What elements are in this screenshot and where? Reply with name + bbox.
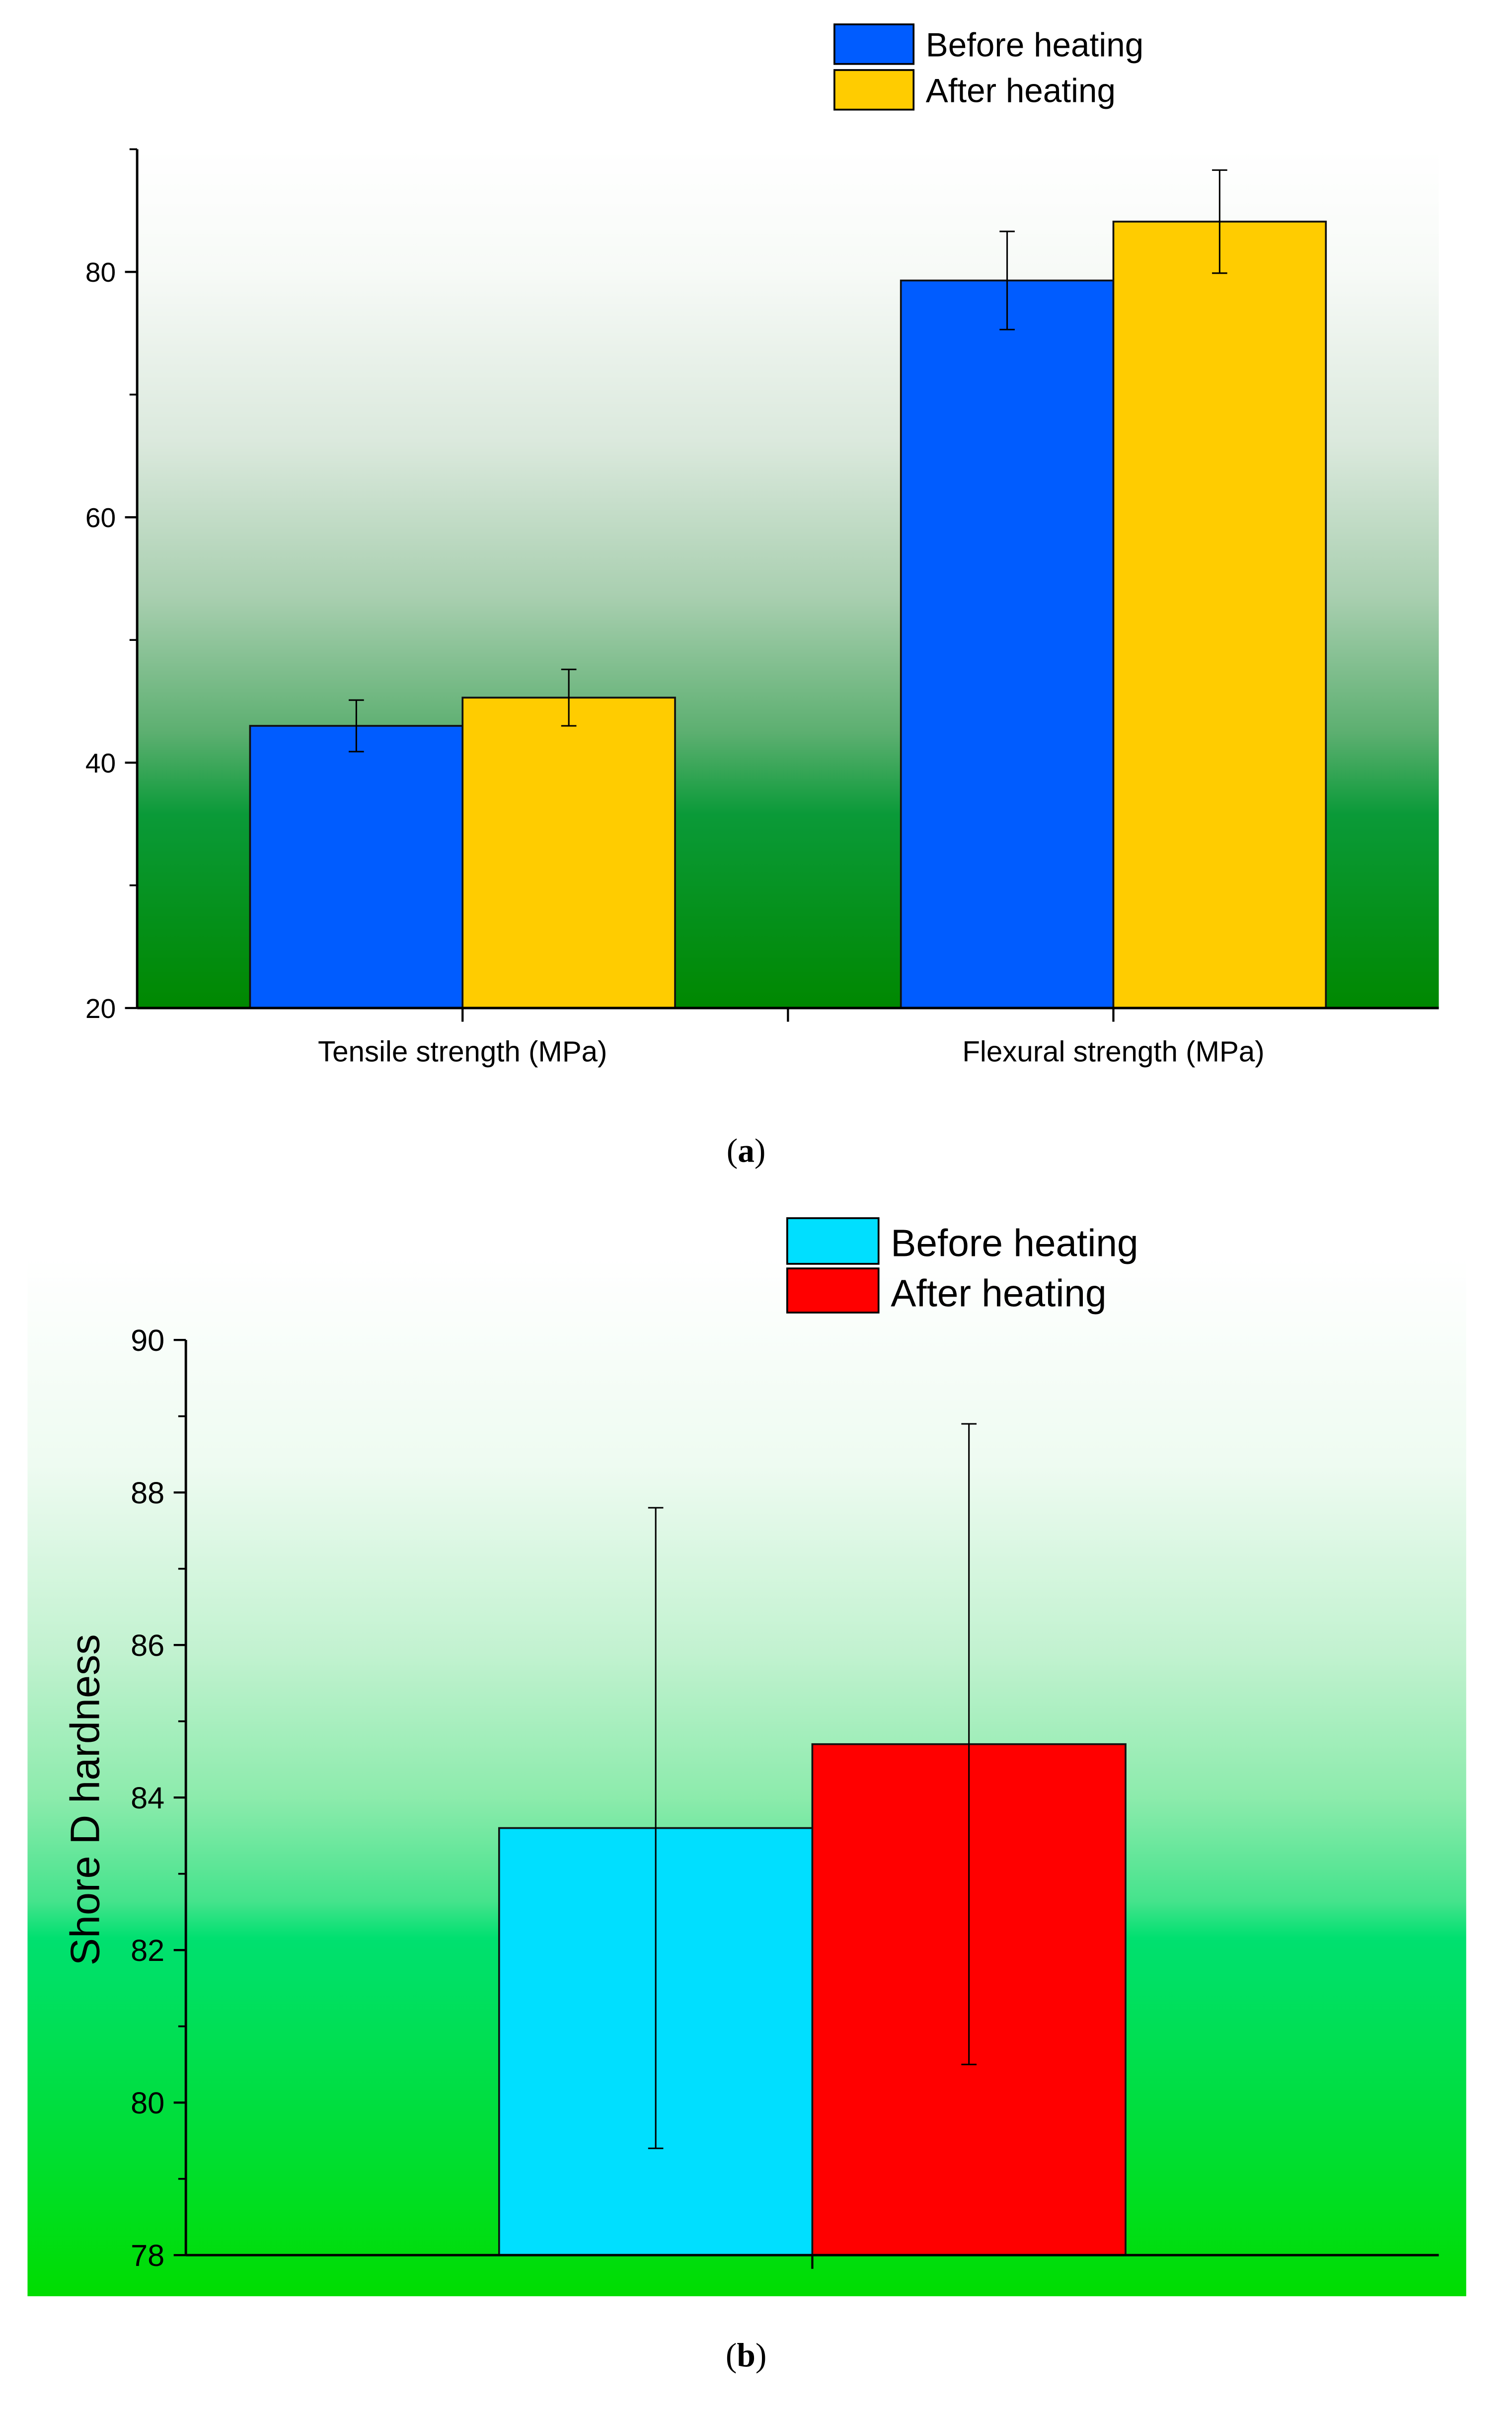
legend-item: Before heating — [833, 23, 1143, 65]
y-tick-label: 84 — [131, 1781, 164, 1815]
legend: Before heating After heating — [833, 23, 1143, 111]
legend-swatch — [833, 69, 915, 111]
panel-b: 78 80 82 84 86 88 90 Before heating After heat… — [27, 1217, 1466, 2374]
legend-label: Before heating — [891, 1223, 1138, 1265]
y-tick-label: 90 — [131, 1324, 164, 1357]
legend-swatch — [833, 23, 915, 65]
caption-letter: a — [738, 1132, 755, 1169]
legend-item: After heating — [786, 1267, 1107, 1315]
panel-caption: (b) — [726, 2337, 766, 2374]
category-label: Tensile strength (MPa) — [318, 1035, 607, 1068]
chart-a-marks: 20 40 60 80 — [85, 148, 1439, 1024]
bar — [461, 697, 676, 1009]
y-tick-label: 88 — [131, 1476, 164, 1510]
legend-label: After heating — [891, 1273, 1106, 1315]
legend-swatch — [786, 1267, 880, 1314]
y-tick-label: 80 — [85, 257, 116, 288]
y-tick-label: 80 — [131, 2086, 164, 2120]
bar — [249, 725, 464, 1009]
caption-open: ( — [726, 2337, 737, 2374]
bar — [900, 279, 1115, 1009]
panel-a: 20 40 60 80 Before heating After heating Te… — [85, 23, 1439, 1169]
y-tick-label: 78 — [131, 2239, 164, 2272]
legend-item: After heating — [833, 69, 1116, 111]
y-tick-label: 40 — [85, 748, 116, 779]
caption-open: ( — [727, 1132, 738, 1169]
y-tick-label: 86 — [131, 1629, 164, 1662]
panel-caption: (a) — [727, 1132, 766, 1169]
caption-close: ) — [755, 1132, 765, 1169]
bar — [1112, 221, 1327, 1009]
caption-letter: b — [737, 2337, 756, 2374]
legend-label: Before heating — [926, 26, 1143, 64]
legend-swatch — [786, 1217, 880, 1265]
legend: Before heating After heating — [786, 1217, 1138, 1315]
y-tick-label: 82 — [131, 1934, 164, 1967]
legend-label: After heating — [926, 72, 1116, 109]
caption-close: ) — [756, 2337, 766, 2374]
y-tick-label: 20 — [85, 993, 116, 1024]
y-axis-title: Shore D hardness — [62, 1634, 108, 1965]
chart-b-marks: 78 80 82 84 86 88 90 — [131, 1324, 1439, 2272]
y-tick-label: 60 — [85, 502, 116, 533]
category-label: Flexural strength (MPa) — [962, 1035, 1264, 1068]
legend-item: Before heating — [786, 1217, 1138, 1265]
